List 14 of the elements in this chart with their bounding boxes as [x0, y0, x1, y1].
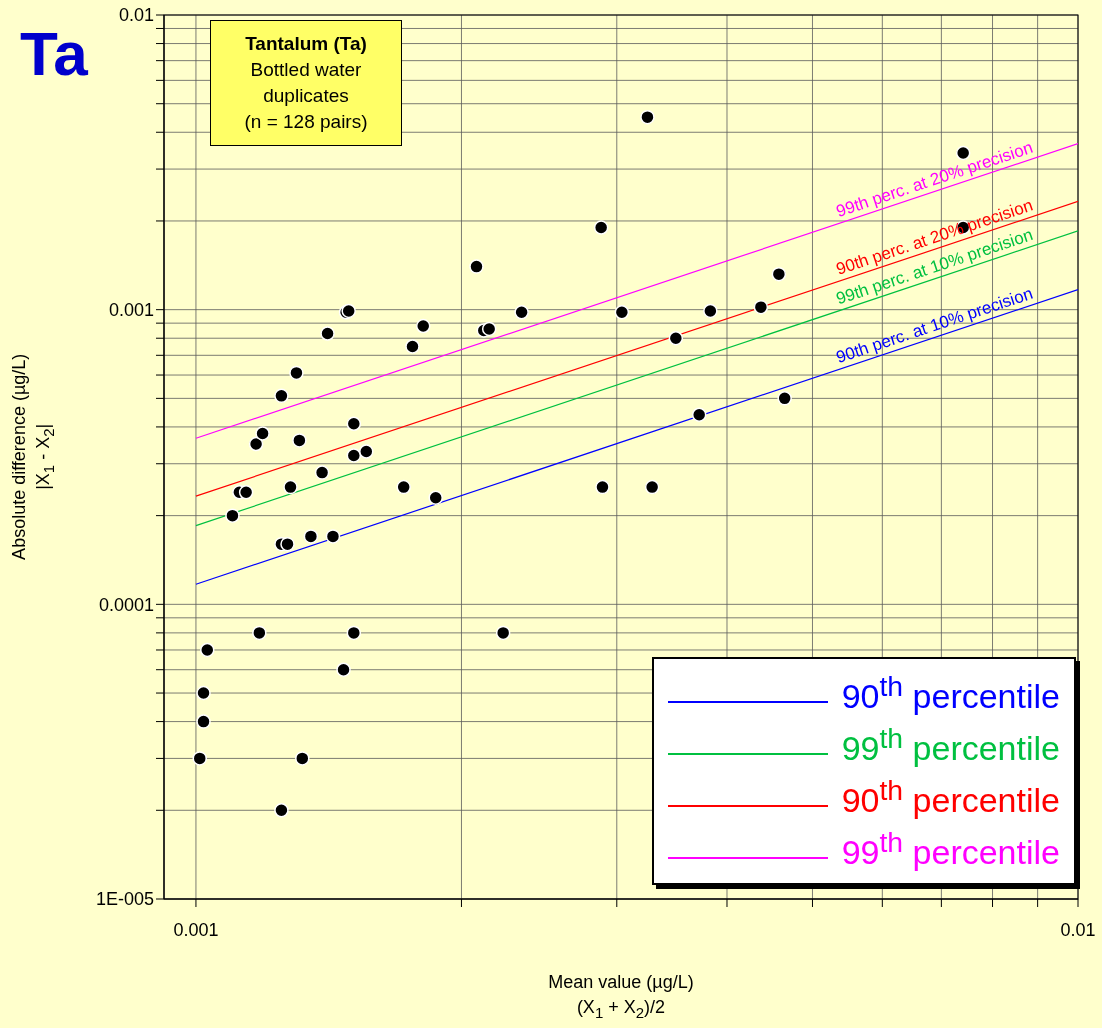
annotation: (n = 128 pairs)	[243, 110, 369, 134]
y-tick-label: 0.01	[118, 5, 154, 26]
chart-title: Ta	[20, 18, 88, 90]
legend-label: 99$^{th}$ percentile	[841, 825, 1060, 873]
y-tick-label: 0.001	[108, 300, 154, 321]
annotation: Tantalum (Ta)	[244, 32, 368, 56]
legend-label: 99$^{th}$ percentile	[841, 721, 1060, 769]
legend-label: 90$^{th}$ percentile	[841, 773, 1060, 821]
annotation: Bottled water	[249, 58, 363, 82]
x-axis-title: Mean value (µg/L) (X$_{1}$ + X$_{2}$)/2	[547, 971, 695, 1023]
legend-label: 90$^{th}$ percentile	[841, 669, 1060, 717]
annotation: duplicates	[262, 84, 350, 108]
y-tick-label: 0.0001	[98, 594, 154, 615]
y-tick-label: 1E-005	[95, 889, 154, 910]
